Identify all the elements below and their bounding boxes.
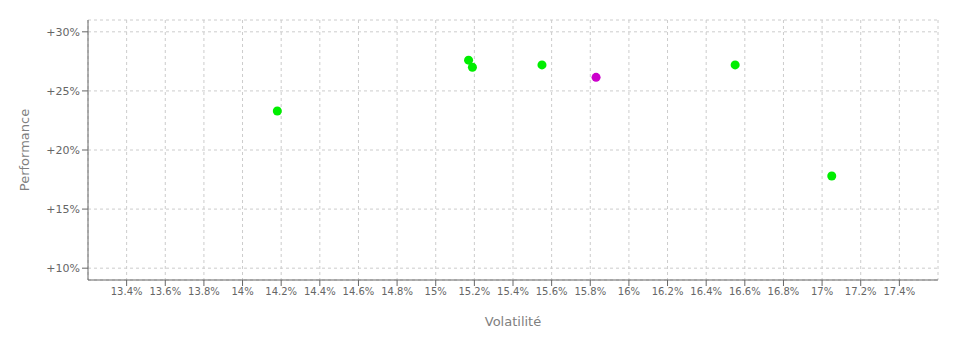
svg-text:15.8%: 15.8% — [574, 286, 606, 297]
svg-text:14.8%: 14.8% — [381, 286, 413, 297]
svg-text:14%: 14% — [231, 286, 253, 297]
svg-text:15%: 15% — [425, 286, 447, 297]
svg-text:+25%: +25% — [46, 85, 80, 98]
svg-text:15.6%: 15.6% — [536, 286, 568, 297]
svg-text:Volatilité: Volatilité — [485, 314, 541, 329]
svg-text:17.4%: 17.4% — [883, 286, 915, 297]
svg-text:17.2%: 17.2% — [845, 286, 877, 297]
svg-text:13.8%: 13.8% — [188, 286, 220, 297]
svg-text:14.6%: 14.6% — [343, 286, 375, 297]
svg-text:16.8%: 16.8% — [768, 286, 800, 297]
svg-text:16.6%: 16.6% — [729, 286, 761, 297]
svg-text:14.2%: 14.2% — [265, 286, 297, 297]
svg-text:+10%: +10% — [46, 262, 80, 275]
svg-text:17%: 17% — [811, 286, 833, 297]
svg-text:+15%: +15% — [46, 203, 80, 216]
svg-text:16.4%: 16.4% — [690, 286, 722, 297]
svg-text:15.4%: 15.4% — [497, 286, 529, 297]
svg-text:16.2%: 16.2% — [652, 286, 684, 297]
svg-text:+20%: +20% — [46, 144, 80, 157]
svg-text:15.2%: 15.2% — [458, 286, 490, 297]
svg-text:16%: 16% — [618, 286, 640, 297]
svg-text:Performance: Performance — [17, 109, 32, 191]
svg-text:+30%: +30% — [46, 26, 80, 39]
svg-text:13.6%: 13.6% — [149, 286, 181, 297]
svg-text:13.4%: 13.4% — [111, 286, 143, 297]
svg-text:14.4%: 14.4% — [304, 286, 336, 297]
